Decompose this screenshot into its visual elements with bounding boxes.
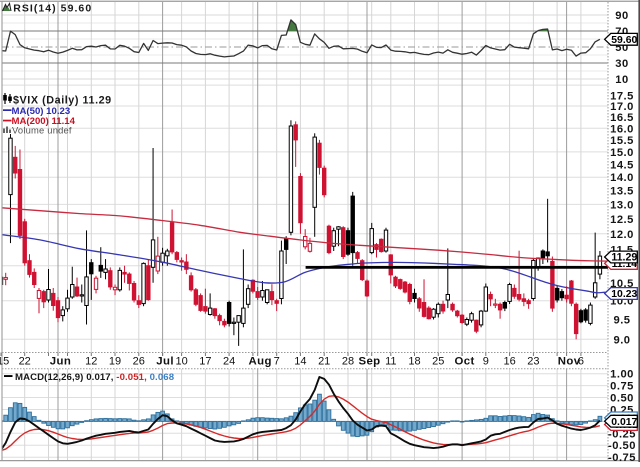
- svg-text:0.75: 0.75: [610, 381, 634, 393]
- svg-text:12.0: 12.0: [610, 229, 634, 241]
- svg-text:14: 14: [294, 356, 306, 368]
- svg-text:6: 6: [578, 356, 584, 368]
- svg-text:Nov: Nov: [558, 356, 581, 368]
- svg-text:10.23: 10.23: [611, 289, 637, 300]
- svg-text:17: 17: [199, 356, 211, 368]
- svg-text:$VIX (Daily) 11.29: $VIX (Daily) 11.29: [13, 95, 112, 107]
- svg-text:16: 16: [503, 356, 515, 368]
- svg-text:-0.75: -0.75: [608, 452, 636, 462]
- svg-text:24: 24: [223, 356, 235, 368]
- svg-text:10: 10: [175, 356, 187, 368]
- svg-text:16.0: 16.0: [610, 123, 634, 135]
- svg-text:13.5: 13.5: [610, 186, 634, 198]
- svg-text:Oct: Oct: [454, 356, 474, 368]
- svg-text:22: 22: [19, 356, 31, 368]
- svg-text:-0.25: -0.25: [608, 428, 636, 440]
- svg-text:11.29: 11.29: [611, 252, 637, 264]
- svg-text:11.14: 11.14: [612, 259, 638, 270]
- svg-text:Volume undef: Volume undef: [12, 124, 72, 135]
- svg-text:30: 30: [615, 58, 628, 70]
- svg-text:-0.50: -0.50: [608, 440, 636, 452]
- svg-text:9.0: 9.0: [613, 334, 630, 346]
- svg-text:15: 15: [0, 356, 9, 368]
- svg-text:Sep: Sep: [358, 356, 380, 368]
- svg-text:9: 9: [483, 356, 489, 368]
- svg-text:28: 28: [342, 356, 354, 368]
- svg-text:17.5: 17.5: [610, 90, 634, 102]
- svg-text:Jun: Jun: [50, 356, 71, 368]
- svg-text:26: 26: [133, 356, 145, 368]
- svg-text:15.5: 15.5: [610, 135, 634, 147]
- svg-text:19: 19: [109, 356, 121, 368]
- svg-text:14.5: 14.5: [610, 159, 634, 171]
- svg-text:Jul: Jul: [156, 356, 174, 368]
- svg-text:14.0: 14.0: [610, 172, 634, 184]
- svg-text:59.60: 59.60: [611, 35, 637, 46]
- svg-text:16.5: 16.5: [610, 112, 634, 124]
- svg-text:17.0: 17.0: [610, 101, 634, 113]
- svg-text:7: 7: [274, 356, 280, 368]
- svg-text:MA(200) 11.14: MA(200) 11.14: [12, 116, 76, 127]
- svg-text:RSI(14) 59.60: RSI(14) 59.60: [13, 2, 92, 14]
- svg-text:13.0: 13.0: [610, 199, 634, 211]
- svg-text:11: 11: [385, 356, 396, 368]
- svg-text:10.5: 10.5: [610, 278, 634, 290]
- svg-text:0.017: 0.017: [611, 417, 637, 428]
- svg-text:18: 18: [408, 356, 420, 368]
- svg-text:90: 90: [615, 10, 628, 22]
- svg-text:15.0: 15.0: [610, 147, 634, 159]
- svg-text:1.00: 1.00: [610, 369, 634, 381]
- svg-text:MACD(12,26,9) 0.017, -0.051, 0: MACD(12,26,9) 0.017, -0.051, 0.068: [15, 372, 175, 383]
- svg-text:12: 12: [85, 356, 97, 368]
- svg-text:21: 21: [318, 356, 330, 368]
- svg-text:23: 23: [527, 356, 539, 368]
- svg-text:12.5: 12.5: [610, 214, 634, 226]
- svg-text:0.50: 0.50: [610, 393, 634, 405]
- svg-text:10: 10: [615, 74, 628, 86]
- svg-text:9.5: 9.5: [613, 315, 630, 327]
- svg-text:MA(50) 10.23: MA(50) 10.23: [12, 106, 71, 117]
- svg-text:Aug: Aug: [249, 356, 272, 368]
- svg-text:25: 25: [432, 356, 444, 368]
